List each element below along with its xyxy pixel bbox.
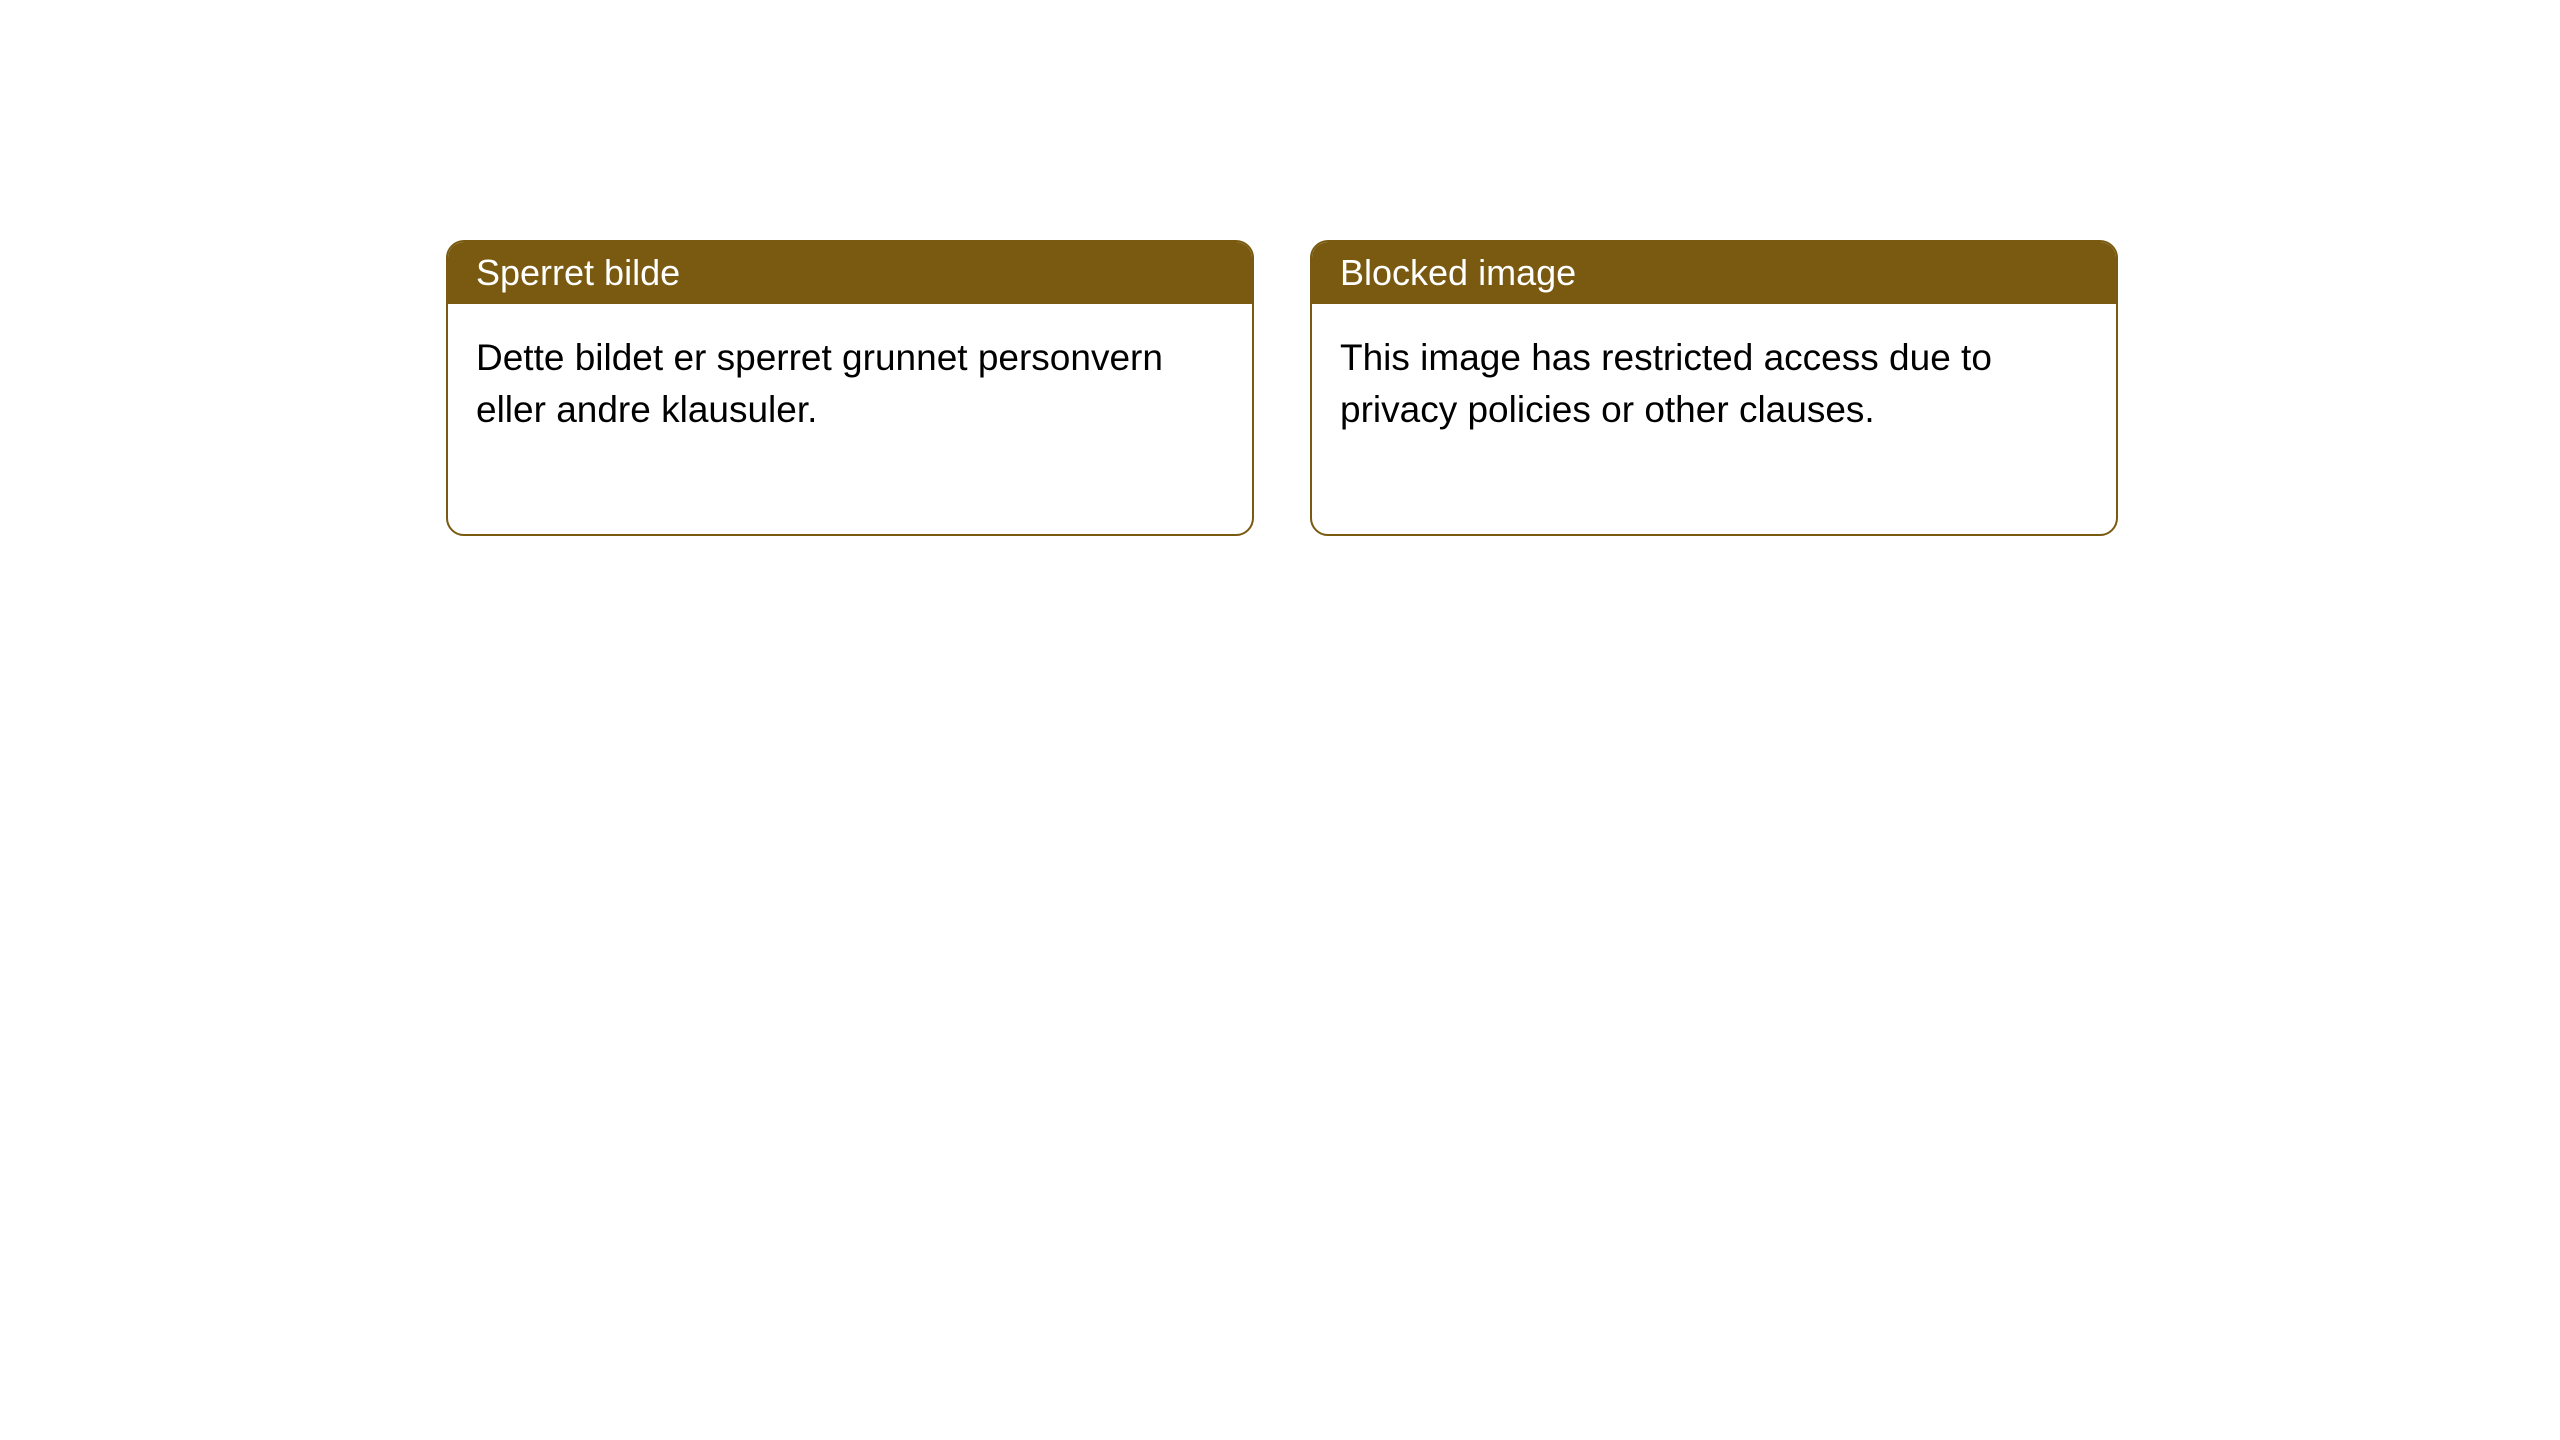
notice-title: Blocked image bbox=[1340, 252, 1576, 293]
notice-header: Sperret bilde bbox=[448, 242, 1252, 304]
notice-header: Blocked image bbox=[1312, 242, 2116, 304]
notice-title: Sperret bilde bbox=[476, 252, 680, 293]
notice-body: Dette bildet er sperret grunnet personve… bbox=[448, 304, 1252, 534]
notice-box-norwegian: Sperret bilde Dette bildet er sperret gr… bbox=[446, 240, 1254, 536]
blocked-image-notices: Sperret bilde Dette bildet er sperret gr… bbox=[446, 240, 2118, 536]
notice-box-english: Blocked image This image has restricted … bbox=[1310, 240, 2118, 536]
notice-message: This image has restricted access due to … bbox=[1340, 337, 1992, 430]
notice-body: This image has restricted access due to … bbox=[1312, 304, 2116, 534]
notice-message: Dette bildet er sperret grunnet personve… bbox=[476, 337, 1163, 430]
